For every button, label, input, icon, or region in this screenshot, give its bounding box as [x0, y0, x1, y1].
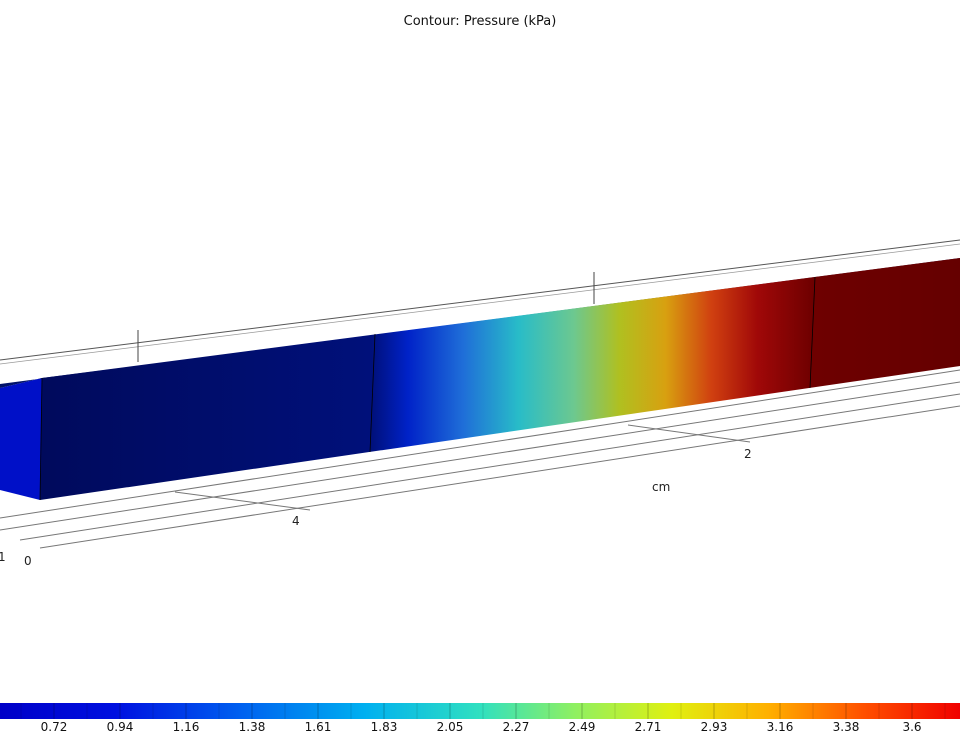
colorbar-ticks [20, 703, 946, 719]
floor-grid-line [0, 381, 960, 531]
colorbar-tick-label: 2.93 [700, 720, 728, 734]
axis-tick-label-1: 1 [0, 550, 6, 564]
axis-tick-label-0: 0 [24, 554, 32, 568]
colorbar-gradient [0, 703, 960, 719]
colorbar-labels: 0.72 0.94 1.16 1.38 1.61 1.83 2.05 2.27 2.49 2.71… [0, 720, 960, 740]
floor-grid-line [174, 491, 311, 511]
colorbar-tick-label: 3.16 [766, 720, 794, 734]
colorbar [0, 703, 960, 719]
colorbar-tick-label: 0.94 [106, 720, 134, 734]
colorbar-tick-label: 0.72 [40, 720, 68, 734]
axis-tick-label-4: 4 [292, 514, 300, 528]
colorbar-tick-label: 3.38 [832, 720, 860, 734]
pressure-bar [40, 258, 960, 500]
colorbar-tick-label: 3.6 [902, 720, 922, 734]
bar-edge [809, 276, 816, 389]
colorbar-tick-label: 1.16 [172, 720, 200, 734]
plot-title: Contour: Pressure (kPa) [403, 14, 557, 29]
axis-tick-label-2: 2 [744, 447, 752, 461]
bounding-box-line [0, 239, 960, 361]
colorbar-tick-label: 1.38 [238, 720, 266, 734]
floor-grid-line [627, 424, 751, 443]
colorbar-tick-label: 1.61 [304, 720, 332, 734]
floor-grid-line [0, 369, 960, 519]
bar-end-face [0, 378, 42, 500]
pressure-scene: 2 cm 4 0 1 [0, 239, 960, 568]
floor-grid-line [39, 405, 960, 549]
bar-edge [39, 377, 43, 501]
colorbar-tick-label: 1.83 [370, 720, 398, 734]
colorbar-tick-label: 2.05 [436, 720, 464, 734]
floor-grid-line [19, 393, 960, 541]
colorbar-tick-label: 2.49 [568, 720, 596, 734]
colorbar-tick-label: 2.71 [634, 720, 662, 734]
bar-edge [369, 333, 376, 453]
bounding-box-line [0, 243, 960, 365]
axis-unit-label: cm [652, 480, 670, 494]
colorbar-tick-label: 2.27 [502, 720, 530, 734]
